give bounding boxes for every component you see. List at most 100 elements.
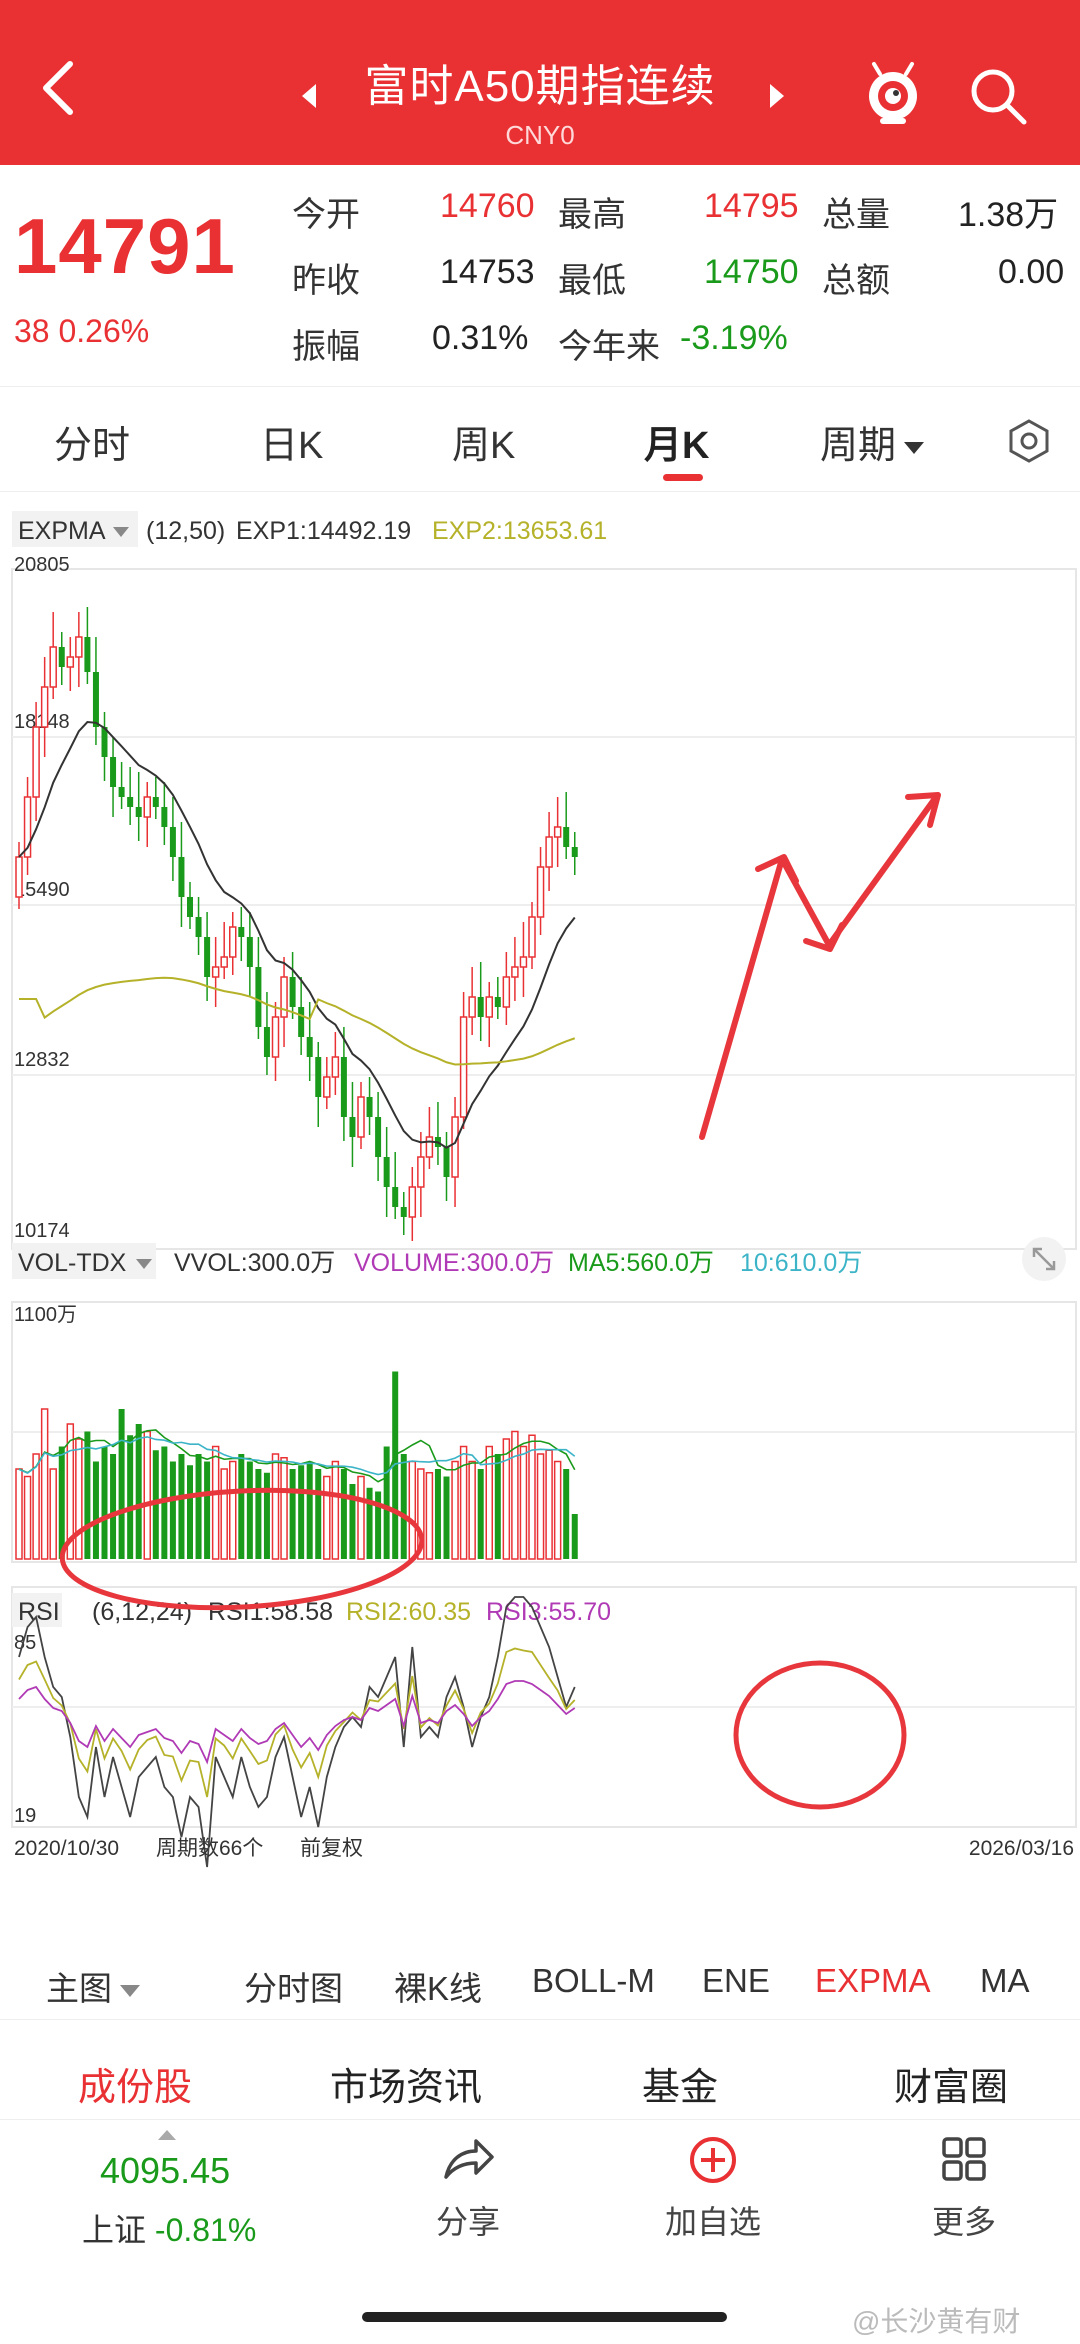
candle: [392, 1187, 399, 1207]
tab-market-news[interactable]: 市场资讯: [330, 2067, 483, 2109]
candle: [477, 997, 484, 1017]
amplitude-label: 振幅: [292, 328, 360, 366]
candle: [211, 966, 220, 978]
volume-bar: [220, 1468, 228, 1560]
expand-up-icon[interactable]: [158, 2130, 176, 2140]
rsi-tick: 19: [14, 1805, 36, 1827]
indicator-naked-k[interactable]: 裸K线: [394, 1970, 483, 2007]
candle: [58, 647, 65, 667]
indicator-ene[interactable]: ENE: [702, 1962, 770, 1999]
share-button[interactable]: 分享: [418, 2135, 518, 2243]
search-icon[interactable]: [966, 64, 1030, 128]
adjust-mode: 前复权: [300, 1837, 363, 1860]
tab-intraday[interactable]: 分时: [54, 425, 131, 467]
candle: [298, 1007, 305, 1037]
rsi2-line: [18, 1647, 576, 1798]
candle: [204, 937, 211, 977]
volume-bar: [545, 1449, 553, 1560]
add-watchlist-button[interactable]: 加自选: [648, 2135, 778, 2243]
candle: [383, 1157, 390, 1187]
volume-bar: [211, 1445, 220, 1560]
grid-icon: [942, 2137, 986, 2181]
volume-bar: [263, 1472, 270, 1559]
candle: [84, 637, 91, 672]
high-label: 最高: [558, 196, 626, 234]
kline-chart[interactable]: EXPMA (12,50) EXP1:14492.19 EXP2:13653.6…: [0, 497, 1080, 1962]
volume-bar: [143, 1430, 151, 1560]
tab-weekly[interactable]: 周K: [452, 425, 516, 467]
tab-funds[interactable]: 基金: [642, 2067, 719, 2109]
volume-bar: [477, 1469, 484, 1559]
share-icon: [444, 2139, 494, 2179]
tab-daily[interactable]: 日K: [260, 425, 324, 467]
indicator-expma[interactable]: EXPMA: [815, 1962, 931, 1999]
candle: [92, 672, 99, 727]
last-price: 14791: [14, 202, 236, 290]
candle: [306, 1037, 313, 1057]
vvol-legend: VVOL:300.0万: [174, 1249, 335, 1277]
candle: [271, 1016, 280, 1058]
volume-indicator-name: VOL-TDX: [18, 1249, 127, 1277]
candle: [40, 686, 49, 728]
candle: [443, 1147, 450, 1177]
mascot-icon[interactable]: [862, 60, 924, 126]
prev-contract-icon[interactable]: [302, 84, 316, 108]
tab-monthly[interactable]: 月K: [644, 425, 710, 467]
price-tick: 20805: [14, 554, 70, 576]
volume-bar: [49, 1468, 57, 1560]
tab-wealth-circle[interactable]: 财富圈: [894, 2067, 1009, 2109]
exp2-legend: EXP2:13653.61: [432, 517, 607, 545]
volume-bar: [417, 1468, 425, 1560]
candle: [66, 656, 75, 668]
open-label: 今开: [292, 196, 360, 234]
next-contract-icon[interactable]: [770, 84, 784, 108]
volume-bar: [563, 1469, 570, 1559]
candle: [494, 997, 501, 1007]
volume-bar: [238, 1454, 245, 1559]
tab-period-dropdown[interactable]: 周期: [820, 414, 925, 469]
candle: [571, 847, 578, 857]
volume-ma10-line: [18, 1436, 576, 1476]
volume-bar: [246, 1461, 253, 1559]
volume-indicator-select[interactable]: [12, 1243, 156, 1279]
volume-bar: [178, 1454, 185, 1559]
exp2-line: [19, 976, 576, 1066]
volume-bar: [75, 1438, 83, 1560]
index-value[interactable]: 4095.45: [100, 2150, 231, 2191]
back-arrow-icon[interactable]: [36, 58, 80, 118]
candle: [178, 857, 185, 897]
index-label[interactable]: 上证 -0.81%: [82, 2212, 257, 2248]
settings-hex-icon[interactable]: [1006, 418, 1052, 464]
period-tabs: 分时 日K 周K 月K 周期: [0, 392, 1080, 492]
expand-icon[interactable]: [1022, 1237, 1066, 1281]
volume-bar: [400, 1454, 407, 1559]
candle: [451, 1116, 459, 1178]
candle: [118, 787, 125, 797]
exp1-legend: EXP1:14492.19: [236, 517, 411, 545]
prev-close-value: 14753: [440, 253, 535, 291]
candle: [323, 1076, 331, 1098]
more-button[interactable]: 更多: [914, 2135, 1014, 2243]
volume-bar: [383, 1446, 390, 1559]
high-value: 14795: [704, 187, 799, 225]
indicator-intraday[interactable]: 分时图: [244, 1970, 343, 2007]
volume-bar: [357, 1475, 365, 1560]
candle: [238, 927, 245, 937]
volume-bar: [204, 1461, 211, 1559]
candle: [152, 797, 159, 807]
indicator-ma[interactable]: MA: [980, 1962, 1030, 1999]
candle: [229, 926, 237, 958]
candle: [553, 826, 562, 838]
active-tab-indicator: [663, 474, 703, 481]
volume-bar: [23, 1475, 32, 1560]
price-change: 38 0.26%: [14, 313, 150, 349]
volume-bar: [528, 1434, 536, 1560]
indicator-boll[interactable]: BOLL-M: [532, 1962, 655, 1999]
home-indicator[interactable]: [362, 2312, 727, 2322]
main-chart-dropdown[interactable]: 主图: [46, 1962, 140, 2010]
volume-bar: [451, 1460, 459, 1560]
candlestick-series: [15, 607, 578, 1241]
period-count: 周期数66个: [156, 1837, 263, 1860]
volume-bar: [511, 1430, 519, 1560]
tab-constituents[interactable]: 成份股: [78, 2067, 193, 2109]
